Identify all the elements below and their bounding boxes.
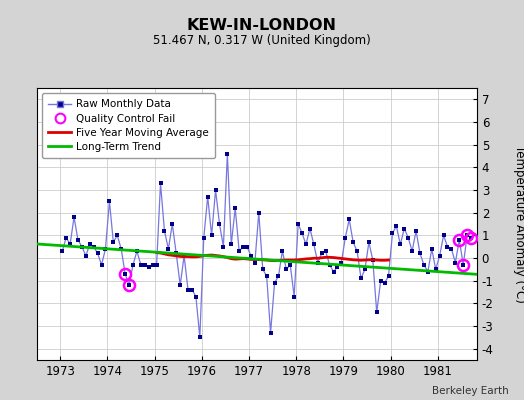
Text: 51.467 N, 0.317 W (United Kingdom): 51.467 N, 0.317 W (United Kingdom) <box>153 34 371 47</box>
Legend: Raw Monthly Data, Quality Control Fail, Five Year Moving Average, Long-Term Tren: Raw Monthly Data, Quality Control Fail, … <box>42 93 215 158</box>
Y-axis label: Temperature Anomaly (°C): Temperature Anomaly (°C) <box>513 145 524 303</box>
Text: KEW-IN-LONDON: KEW-IN-LONDON <box>187 18 337 33</box>
Text: Berkeley Earth: Berkeley Earth <box>432 386 508 396</box>
